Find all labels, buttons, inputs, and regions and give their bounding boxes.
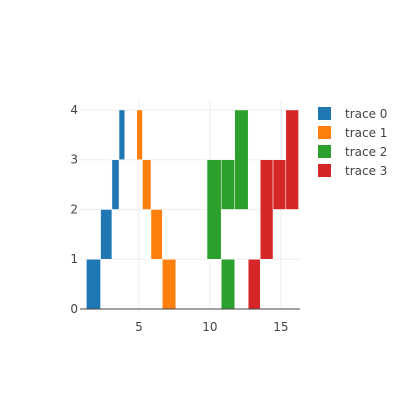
bar-trace-0 xyxy=(118,109,125,160)
y-tick-label: 2 xyxy=(70,202,78,216)
bar-trace-0 xyxy=(100,209,113,260)
bar-trace-2 xyxy=(206,159,222,260)
bar-trace-1 xyxy=(142,159,152,210)
legend: trace 0 trace 1 trace 2 trace 3 xyxy=(318,107,387,178)
bar-trace-0 xyxy=(86,258,101,310)
y-tick-label: 3 xyxy=(70,153,78,167)
legend-swatch[interactable] xyxy=(318,145,331,158)
x-tick-label: 15 xyxy=(273,320,288,334)
y-tick-label: 1 xyxy=(70,252,78,266)
bar-trace-1 xyxy=(150,209,163,260)
bar-trace-2 xyxy=(220,258,235,310)
legend-swatch[interactable] xyxy=(318,107,331,120)
y-tick-label: 0 xyxy=(70,302,78,316)
bar-trace-2 xyxy=(234,109,249,210)
legend-label[interactable]: trace 1 xyxy=(345,126,387,140)
y-tick-label: 4 xyxy=(70,103,78,117)
bar-trace-1 xyxy=(162,258,177,310)
x-tick-label: 5 xyxy=(135,320,143,334)
bar-trace-1 xyxy=(136,109,143,160)
legend-label[interactable]: trace 0 xyxy=(345,107,387,121)
legend-label[interactable]: trace 2 xyxy=(345,145,387,159)
bar-trace-3 xyxy=(285,109,299,210)
bar-trace-0 xyxy=(111,159,120,210)
bar-trace-3 xyxy=(260,159,274,260)
legend-swatch[interactable] xyxy=(318,164,331,177)
bar-trace-3 xyxy=(247,258,261,310)
legend-label[interactable]: trace 3 xyxy=(345,164,387,178)
bar-trace-2 xyxy=(220,159,235,210)
axes: 5 10 15 0 1 2 3 4 xyxy=(70,103,300,334)
legend-swatch[interactable] xyxy=(318,126,331,139)
x-tick-label: 10 xyxy=(202,320,217,334)
bar-trace-3 xyxy=(272,159,287,210)
